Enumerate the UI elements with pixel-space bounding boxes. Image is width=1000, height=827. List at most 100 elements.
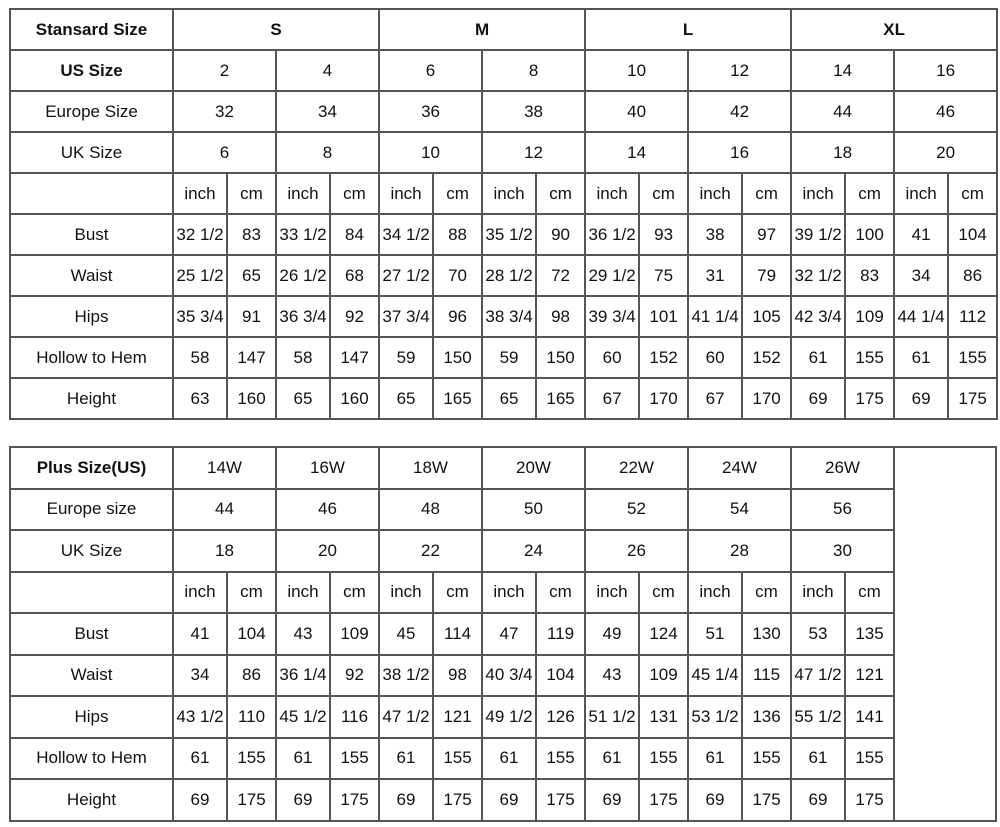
- row-label: US Size: [9, 49, 174, 92]
- standard-size-table: Stansard Size S M L XL US Size 2 4 6 8 10 12 14 16 Eur…: [9, 8, 999, 420]
- measurement-value: 98: [535, 295, 587, 338]
- size-value: 18: [790, 131, 896, 174]
- measurement-value: 175: [638, 778, 689, 822]
- measurement-value: 135: [844, 612, 895, 656]
- unit-label: cm: [947, 172, 999, 215]
- size-value: 44: [790, 90, 896, 133]
- size-value: 26: [584, 529, 689, 573]
- measurement-value: 165: [432, 377, 484, 420]
- measurement-value: 67: [687, 377, 744, 420]
- size-value: 10: [378, 131, 484, 174]
- measurement-value: 45: [378, 612, 434, 656]
- measurement-row: Hips 35 3/4 91 36 3/4 92 37 3/4 96 38 3/4 98 39 3…: [9, 295, 999, 338]
- measurement-value: 44 1/4: [893, 295, 950, 338]
- measurement-value: 32 1/2: [172, 213, 228, 256]
- measurement-value: 84: [328, 213, 381, 256]
- plus-size-header: 18W: [378, 446, 483, 490]
- size-value: 48: [378, 487, 483, 531]
- measurement-value: 69: [790, 377, 847, 420]
- size-value: 2: [172, 49, 277, 92]
- size-value: 6: [172, 131, 277, 174]
- measurement-value: 79: [741, 254, 793, 297]
- measurement-value: 36 3/4: [275, 295, 331, 338]
- size-value: 4: [274, 49, 381, 92]
- size-row: Europe Size 32 34 36 38 40 42 44 46: [9, 90, 999, 133]
- measurement-value: 150: [535, 336, 587, 379]
- measurement-value: 67: [584, 377, 641, 420]
- measurement-value: 26 1/2: [275, 254, 331, 297]
- measurement-value: 155: [844, 736, 895, 780]
- measurement-value: 136: [741, 695, 792, 739]
- size-group-l: L: [584, 8, 793, 51]
- measurement-value: 124: [638, 612, 689, 656]
- measurement-value: 61: [584, 736, 640, 780]
- size-value: 6: [378, 49, 484, 92]
- size-value: 46: [893, 90, 999, 133]
- size-row: Europe size 44 46 48 50 52 54 56: [9, 487, 996, 531]
- empty-column: [893, 446, 997, 822]
- measurement-value: 40 3/4: [481, 653, 537, 697]
- measurement-value: 65: [378, 377, 435, 420]
- measurement-value: 175: [329, 778, 380, 822]
- measurement-value: 155: [638, 736, 689, 780]
- measurement-value: 45 1/2: [275, 695, 331, 739]
- unit-label: inch: [790, 172, 847, 215]
- size-value: 14: [584, 131, 690, 174]
- measurement-value: 93: [638, 213, 690, 256]
- measurement-value: 41: [893, 213, 950, 256]
- size-value: 14: [790, 49, 896, 92]
- unit-label: cm: [535, 570, 586, 614]
- measurement-value: 37 3/4: [378, 295, 435, 338]
- measurement-value: 61: [378, 736, 434, 780]
- row-label: Hips: [9, 695, 174, 739]
- measurement-value: 155: [535, 736, 586, 780]
- measurement-value: 34: [893, 254, 950, 297]
- measurement-value: 109: [329, 612, 380, 656]
- measurement-value: 65: [275, 377, 331, 420]
- measurement-value: 69: [172, 778, 228, 822]
- size-value: 36: [378, 90, 484, 133]
- measurement-value: 58: [275, 336, 331, 379]
- size-group-xl: XL: [790, 8, 999, 51]
- unit-label: cm: [844, 172, 896, 215]
- plus-size-header: 26W: [790, 446, 895, 490]
- size-value: 28: [687, 529, 792, 573]
- measurement-value: 61: [687, 736, 743, 780]
- measurement-value: 160: [226, 377, 277, 420]
- measurement-value: 61: [172, 736, 228, 780]
- measurement-value: 47 1/2: [378, 695, 434, 739]
- size-value: 50: [481, 487, 586, 531]
- measurement-value: 75: [638, 254, 690, 297]
- measurement-value: 165: [535, 377, 587, 420]
- unit-label: inch: [584, 570, 640, 614]
- size-value: 24: [481, 529, 586, 573]
- measurement-value: 39 1/2: [790, 213, 847, 256]
- measurement-value: 25 1/2: [172, 254, 228, 297]
- measurement-value: 155: [844, 336, 896, 379]
- size-group-m: M: [378, 8, 587, 51]
- measurement-value: 92: [328, 295, 381, 338]
- measurement-value: 175: [535, 778, 586, 822]
- measurement-value: 68: [328, 254, 381, 297]
- plus-size-header: 24W: [687, 446, 792, 490]
- measurement-value: 36 1/4: [275, 653, 331, 697]
- unit-label: cm: [329, 570, 380, 614]
- measurement-value: 29 1/2: [584, 254, 641, 297]
- measurement-value: 49: [584, 612, 640, 656]
- measurement-value: 61: [275, 736, 331, 780]
- measurement-value: 69: [378, 778, 434, 822]
- unit-label: cm: [328, 172, 381, 215]
- measurement-value: 147: [328, 336, 381, 379]
- unit-label: cm: [638, 172, 690, 215]
- measurement-value: 41: [172, 612, 228, 656]
- measurement-value: 53 1/2: [687, 695, 743, 739]
- measurement-value: 41 1/4: [687, 295, 744, 338]
- measurement-value: 38 3/4: [481, 295, 538, 338]
- row-label: Height: [9, 778, 174, 822]
- measurement-value: 51: [687, 612, 743, 656]
- measurement-value: 170: [638, 377, 690, 420]
- measurement-value: 150: [432, 336, 484, 379]
- size-value: 16: [893, 49, 999, 92]
- size-value: 56: [790, 487, 895, 531]
- measurement-value: 38 1/2: [378, 653, 434, 697]
